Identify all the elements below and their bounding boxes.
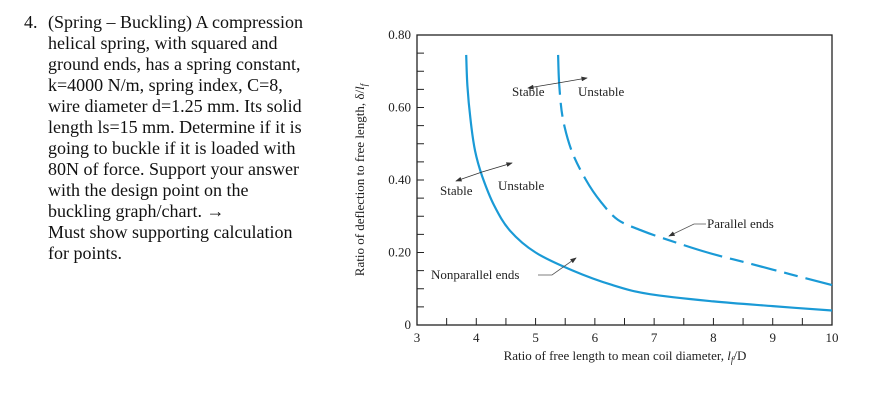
question-line: with the design point on the (48, 180, 249, 200)
stable-label-upper: Stable (512, 84, 545, 99)
question-line: going to buckle if it is loaded with (48, 138, 296, 158)
y-tick-label: 0.20 (388, 245, 411, 260)
y-tick-label: 0.80 (388, 27, 411, 42)
y-tick-label: 0.40 (388, 172, 411, 187)
unstable-arrow-upper (557, 76, 588, 84)
nonparallel-ends-curve (465, 54, 833, 312)
question-line: k=4000 N/m, spring index, C=8, (48, 75, 283, 95)
question-number: 4. (24, 12, 38, 32)
x-axis-label: Ratio of free length to mean coil diamet… (504, 348, 747, 365)
question-line: helical spring, with squared and (48, 33, 278, 53)
question-line: length ls=15 mm. Determine if it is (48, 117, 302, 137)
nonparallel-ends-label: Nonparallel ends (431, 267, 519, 282)
x-tick-label: 10 (826, 330, 839, 345)
x-tick-label: 3 (414, 330, 421, 345)
y-axis-tick-labels: 0 0.20 0.40 0.60 0.80 (388, 27, 411, 332)
nonparallel-leader-line (538, 257, 577, 276)
question-line: buckling graph/chart. → (48, 201, 225, 221)
x-axis-tick-labels: 3 4 5 6 7 8 9 10 (414, 330, 839, 345)
y-axis-label: Ratio of deflection to free length, δ/lf (352, 82, 369, 276)
unstable-label-upper: Unstable (578, 84, 624, 99)
unstable-arrow-lower (481, 162, 513, 173)
x-axis-ticks (446, 318, 803, 325)
x-tick-label: 5 (532, 330, 539, 345)
y-tick-label: 0 (405, 317, 412, 332)
y-axis-ticks (417, 52, 424, 308)
parallel-ends-label: Parallel ends (707, 216, 774, 231)
question-line: wire diameter d=1.25 mm. Its solid (48, 96, 302, 116)
unstable-label-lower: Unstable (498, 178, 544, 193)
x-tick-label: 4 (473, 330, 480, 345)
x-tick-label: 7 (651, 330, 658, 345)
question-line: for points. (48, 243, 122, 263)
question-line: Must show supporting calculation (48, 222, 293, 242)
x-tick-label: 6 (592, 330, 599, 345)
parallel-ends-curve (557, 54, 833, 287)
question-body: (Spring – Buckling) A compression helica… (48, 12, 358, 264)
question-line: ground ends, has a spring constant, (48, 54, 301, 74)
y-tick-label: 0.60 (388, 100, 411, 115)
question-line: 80N of force. Support your answer (48, 159, 299, 179)
stable-arrow-upper (527, 82, 559, 90)
parallel-leader-line (668, 223, 706, 237)
stable-label-lower: Stable (440, 183, 473, 198)
x-tick-label: 8 (710, 330, 717, 345)
stable-arrow-lower (455, 171, 483, 182)
question-line: (Spring – Buckling) A compression (48, 12, 303, 32)
x-tick-label: 9 (769, 330, 776, 345)
